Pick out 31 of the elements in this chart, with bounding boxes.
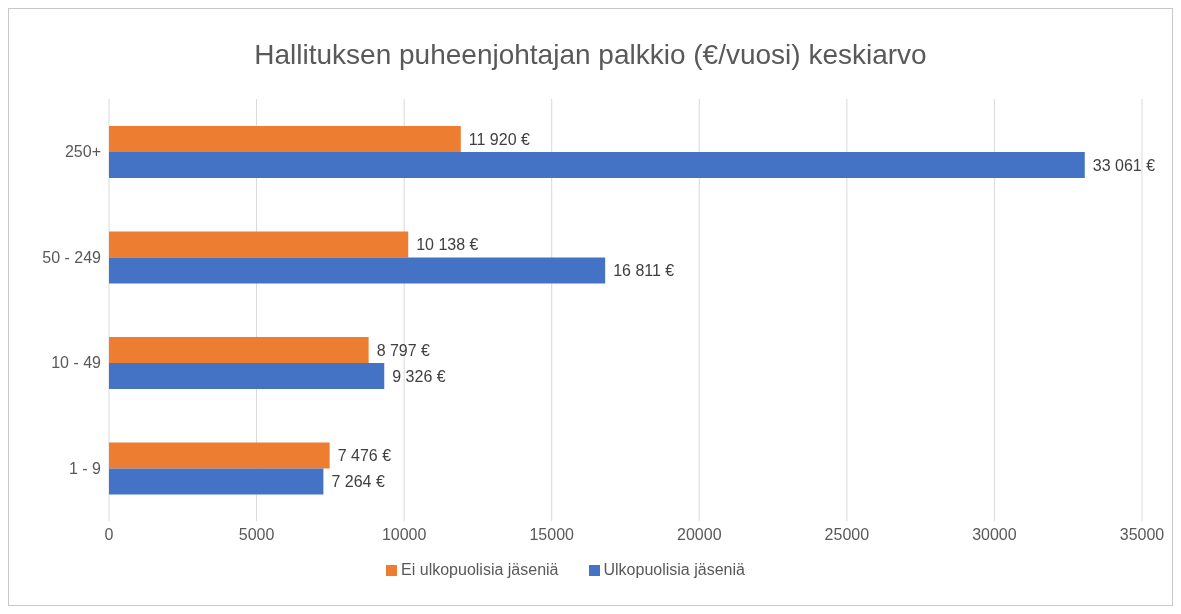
data-label: 7 264 €	[331, 473, 385, 491]
data-label: 9 326 €	[392, 367, 446, 385]
x-tick-label: 20000	[677, 526, 722, 544]
x-tick-label: 30000	[972, 526, 1017, 544]
data-label: 33 061 €	[1092, 156, 1156, 174]
bar	[109, 363, 385, 389]
x-tick-label: 5000	[238, 526, 275, 544]
bar	[109, 231, 409, 258]
x-tick-label: 35000	[1119, 526, 1165, 544]
data-label: 8 797 €	[376, 341, 431, 359]
bar	[109, 257, 606, 284]
data-label: 11 920 €	[468, 130, 531, 148]
y-tick-label: 50 - 249	[42, 248, 102, 266]
bar	[109, 468, 324, 495]
y-tick-label: 1 - 9	[68, 459, 102, 477]
legend-label: Ei ulkopuolisia jäseniä	[401, 561, 559, 578]
y-tick-label: 10 - 49	[51, 354, 102, 372]
bar	[109, 126, 461, 152]
bar	[109, 337, 369, 363]
bar	[109, 442, 330, 469]
data-label: 10 138 €	[416, 236, 479, 254]
legend-label: Ulkopuolisia jäseniä	[603, 561, 745, 578]
x-tick-label: 25000	[824, 526, 870, 544]
data-label: 7 476 €	[337, 447, 392, 465]
bar	[109, 152, 1085, 178]
x-tick-label: 15000	[529, 526, 575, 544]
data-label: 16 811 €	[613, 262, 675, 280]
x-tick-label: 0	[104, 526, 114, 544]
chart-title: Hallituksen puheenjohtajan palkkio (€/vuosi) keskiarvo	[253, 39, 928, 72]
x-tick-label: 10000	[381, 526, 427, 544]
y-tick-label: 250+	[64, 143, 101, 161]
